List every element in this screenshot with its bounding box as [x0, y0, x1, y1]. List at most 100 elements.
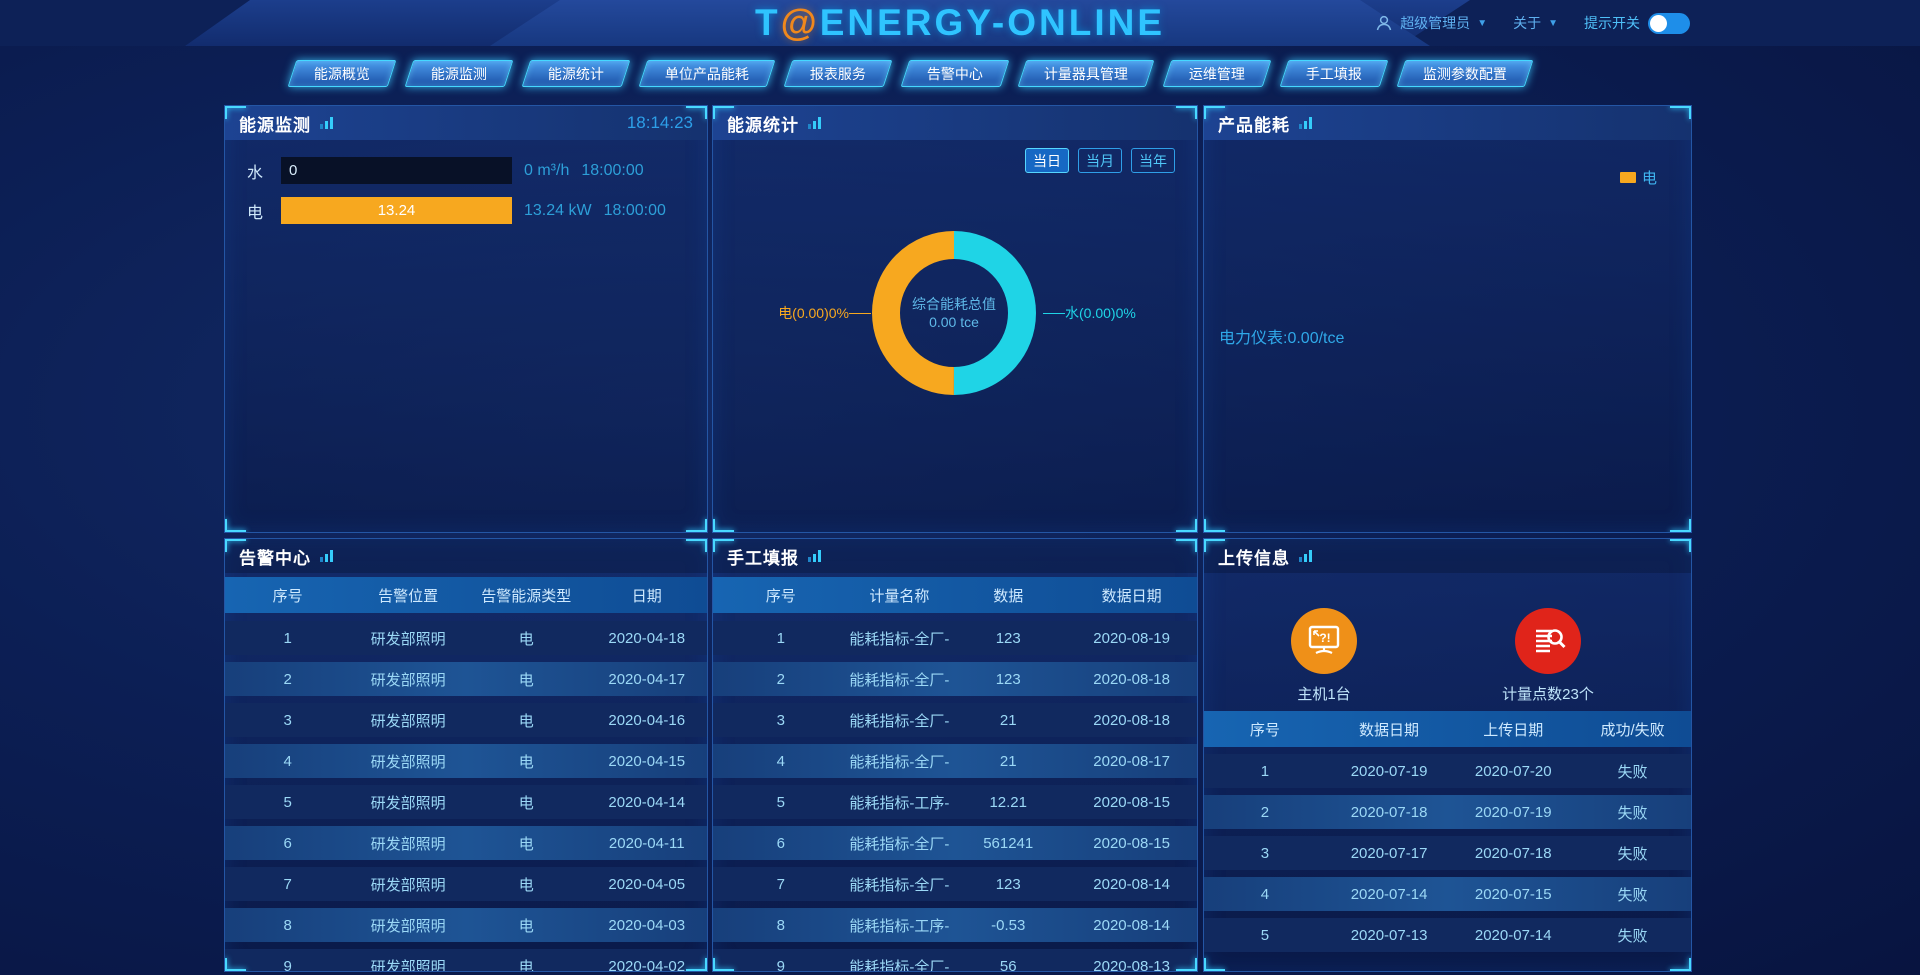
nav-tab-9[interactable]: 手工填报 [1279, 60, 1389, 87]
table-cell: 能耗指标-全厂- [849, 712, 950, 730]
column-header: 数据 [993, 587, 1024, 605]
table-cell: 2020-08-19 [1093, 629, 1170, 647]
header-controls: 超级管理员 ▼ 关于 ▼ 提示开关 [1375, 0, 1690, 46]
period-tabs: 当日 当月 当年 [1025, 148, 1175, 173]
table-cell: 4 [776, 752, 785, 770]
panel-product-energy: 产品能耗 电 电力仪表:0.00/tce [1203, 105, 1692, 533]
panel-title: 能源监测 [239, 115, 311, 135]
nav-tab-4[interactable]: 单位产品能耗 [638, 60, 776, 87]
nav-tab-5[interactable]: 报表服务 [783, 60, 893, 87]
table-cell: 2020-08-13 [1093, 957, 1170, 972]
panel-title: 能源统计 [727, 115, 799, 135]
meter-reading-value: 0 m³/h [524, 161, 570, 179]
nav-tab-3[interactable]: 能源统计 [521, 60, 631, 87]
host-stat: ?! 主机1台 [1244, 608, 1404, 704]
meter-row: 电 13.24 13.24 kW 18:00:00 [225, 197, 707, 224]
nav-tab-label: 能源统计 [548, 65, 604, 82]
table-cell: 电 [518, 958, 534, 972]
signal-bars-icon [808, 117, 821, 129]
period-tab-3[interactable]: 当年 [1131, 148, 1175, 173]
user-name: 超级管理员 [1400, 15, 1471, 31]
table-cell: 2 [1260, 803, 1270, 821]
chart-legend: 电 [1619, 167, 1657, 188]
legend-swatch [1619, 172, 1636, 183]
nav-tab-10[interactable]: 监测参数配置 [1396, 60, 1534, 87]
panel-title: 手工填报 [727, 548, 799, 568]
panel-header: 能源监测 18:14:23 [225, 106, 707, 140]
table-cell: 6 [283, 834, 292, 852]
donut-svg [872, 231, 1036, 395]
alarm-table: 1 研发部照明电 2020-04-18 2 研发部照明电 2020-04-17 3 研发部照明… [225, 621, 707, 972]
table-cell: 研发部照明 [370, 630, 446, 648]
table-cell: 123 [995, 629, 1021, 647]
logo-suffix: ENERGY-ONLINE [819, 2, 1166, 43]
panel-alarm-center: 告警中心 序号 告警位置 告警能源类型 日期 1 研发部照明电 2020-04-18 2 研发… [224, 538, 708, 972]
panel-header: 手工填报 [713, 539, 1197, 573]
panel-header: 上传信息 [1204, 539, 1691, 573]
panel-title: 告警中心 [239, 548, 311, 568]
meter-reading: 0 m³/h 18:00:00 [524, 162, 644, 180]
table-cell: 1 [776, 629, 785, 647]
nav-tab-6[interactable]: 告警中心 [900, 60, 1010, 87]
user-menu[interactable]: 超级管理员 ▼ [1375, 13, 1487, 33]
donut-label-electric: 电(0.00)0% [729, 303, 871, 323]
app-logo: T@ENERGY-ONLINE [755, 2, 1165, 44]
table-cell: 电 [518, 876, 534, 894]
table-cell: 研发部照明 [370, 917, 446, 935]
monitor-alert-icon: ?! [1291, 608, 1357, 674]
header-decoration-left [0, 0, 250, 46]
table-cell: 失败 [1617, 763, 1648, 781]
table-cell: 2020-08-14 [1093, 875, 1170, 893]
table-row: 2 能耗指标-全厂- 123 2020-08-18 [713, 662, 1197, 696]
nav-tab-label: 计量器具管理 [1044, 65, 1128, 82]
table-cell: 5 [776, 793, 785, 811]
table-cell: 研发部照明 [370, 876, 446, 894]
logo-plate [490, 0, 1430, 46]
panel-energy-stats: 能源统计 当日 当月 当年 综合能耗总值 0.00 tce 电(0.00)0% 水(… [712, 105, 1198, 533]
nav-tab-7[interactable]: 计量器具管理 [1017, 60, 1155, 87]
table-cell: 电 [518, 835, 534, 853]
table-cell: 能耗指标-工序- [849, 794, 950, 812]
table-cell: 3 [776, 711, 785, 729]
signal-bars-icon [1299, 117, 1312, 129]
nav-tab-2[interactable]: 能源监测 [404, 60, 514, 87]
table-cell: 2020-07-19 [1350, 762, 1428, 780]
hint-toggle-switch[interactable] [1648, 12, 1690, 34]
table-cell: 电 [518, 917, 534, 935]
meter-count-label: 计量点数23个 [1502, 686, 1594, 703]
nav-tab-1[interactable]: 能源概览 [287, 60, 397, 87]
table-cell: 电 [518, 753, 534, 771]
table-row: 7 能耗指标-全厂- 123 2020-08-14 [713, 867, 1197, 901]
toggle-knob [1650, 14, 1667, 32]
column-header: 告警位置 [378, 587, 439, 605]
column-header: 数据日期 [1359, 721, 1420, 739]
table-cell: 1 [283, 629, 292, 647]
hint-toggle-label: 提示开关 [1584, 15, 1640, 31]
meter-point-stat: 计量点数23个 [1468, 608, 1628, 704]
main-nav: 能源概览 能源监测 能源统计 单位产品能耗 报表服务 告警中心 计量器具管理 运维管理 手工填报… [287, 60, 1534, 87]
column-header: 序号 [1249, 721, 1280, 739]
about-menu[interactable]: 关于 ▼ [1513, 13, 1558, 33]
table-cell: 2020-07-20 [1474, 762, 1552, 780]
table-cell: 7 [283, 875, 292, 893]
panel-title: 产品能耗 [1218, 115, 1290, 135]
table-cell: 3 [1260, 844, 1270, 862]
table-cell: 9 [776, 957, 785, 972]
logo-prefix: T [754, 2, 781, 43]
meter-label: 水 [247, 164, 264, 182]
table-cell: 2020-04-17 [608, 670, 686, 688]
manual-table: 1 能耗指标-全厂- 123 2020-08-19 2 能耗指标-全厂- 123 2020-0… [713, 621, 1197, 972]
table-cell: 2020-04-11 [608, 834, 685, 852]
table-cell: 能耗指标-全厂- [849, 958, 950, 972]
table-cell: -0.53 [991, 916, 1026, 934]
donut-total-value: 0.00 tce [929, 314, 979, 330]
nav-tab-8[interactable]: 运维管理 [1162, 60, 1272, 87]
table-cell: 能耗指标-全厂- [849, 630, 950, 648]
table-cell: 研发部照明 [370, 794, 446, 812]
period-tab-2[interactable]: 当月 [1078, 148, 1122, 173]
manual-table-header: 序号 计量名称 数据 数据日期 [713, 577, 1197, 613]
product-energy-value: 电力仪表:0.00/tce [1219, 330, 1345, 347]
table-cell: 电 [518, 671, 534, 689]
period-tab-1[interactable]: 当日 [1025, 148, 1069, 173]
nav-tab-label: 告警中心 [927, 65, 983, 82]
